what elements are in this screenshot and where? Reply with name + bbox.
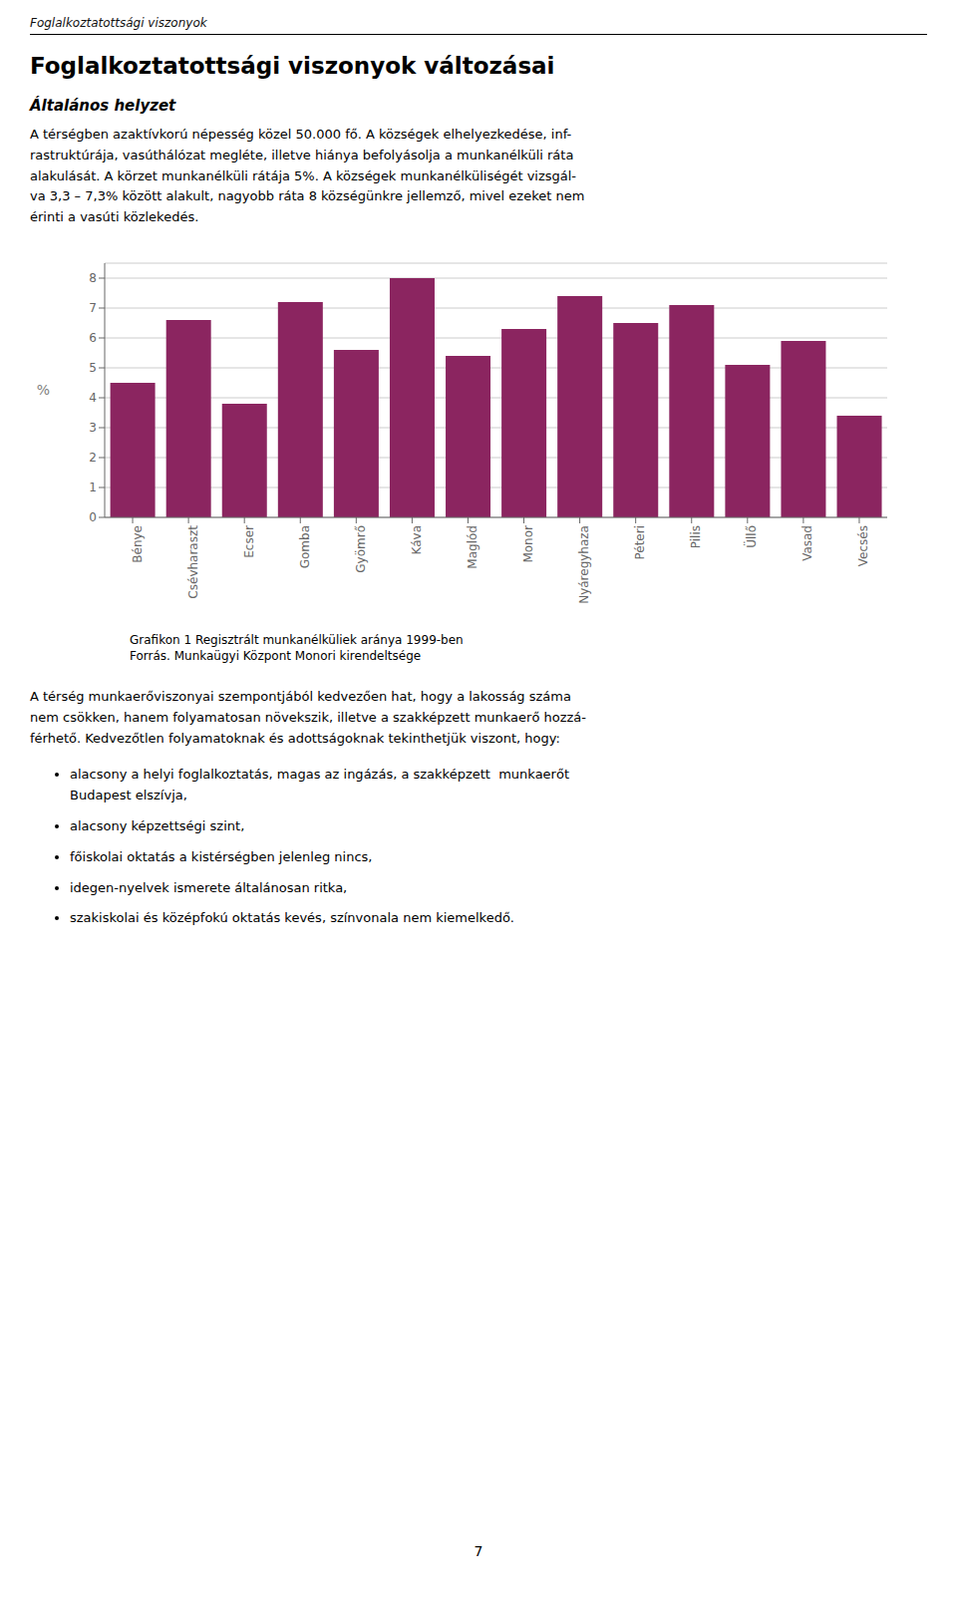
html-text:alacsony a helyi foglalkoztatá: alacsony a helyi foglalkoztatás, magas a… <box>69 766 570 803</box>
svg-text:Gomba: Gomba <box>298 525 313 569</box>
svg-text:Vecsés: Vecsés <box>856 525 871 567</box>
svg-text:Ecser: Ecser <box>242 525 257 559</box>
svg-text:8: 8 <box>88 271 97 286</box>
html-text:főiskolai oktatás a kistérségb: főiskolai oktatás a kistérségben jelenle… <box>69 849 373 865</box>
html-text:Foglalkoztatottsági viszonyok: Foglalkoztatottsági viszonyok változásai <box>29 52 555 79</box>
svg-text:Maglód: Maglód <box>465 525 480 570</box>
html-text:A térségben azaktívkorú népess: A térségben azaktívkorú népesség közel 5… <box>29 126 585 225</box>
svg-text:Üllő: Üllő <box>742 525 759 549</box>
html-text:Grafikon 1 Regisztrált munkané: Grafikon 1 Regisztrált munkanélküliek ar… <box>129 633 464 647</box>
svg-text:Gyömrő: Gyömrő <box>353 525 368 574</box>
svg-text:0: 0 <box>88 510 97 525</box>
html-text:7: 7 <box>474 1543 483 1560</box>
html-text:A térség munkaerőviszonyai sze: A térség munkaerőviszonyai szempontjából… <box>29 688 587 746</box>
svg-text:Monor: Monor <box>521 525 536 564</box>
html-text:Forrás. Munkaügyi Központ Mono: Forrás. Munkaügyi Központ Monori kirende… <box>129 648 421 663</box>
svg-text:3: 3 <box>88 420 97 435</box>
svg-text:2: 2 <box>88 450 97 465</box>
svg-text:Pilis: Pilis <box>688 525 703 549</box>
html-text:szakiskolai és középfokú oktat: szakiskolai és középfokú oktatás kevés, … <box>69 910 515 926</box>
svg-text:Káva: Káva <box>409 525 424 555</box>
svg-text:4: 4 <box>88 390 97 405</box>
svg-text:%: % <box>36 381 50 398</box>
svg-text:Nyáregyhaza: Nyáregyhaza <box>577 525 592 605</box>
svg-text:5: 5 <box>88 360 97 375</box>
svg-text:Csévharaszt: Csévharaszt <box>186 525 201 600</box>
svg-text:Vasad: Vasad <box>800 525 815 562</box>
svg-text:Bénye: Bénye <box>130 525 145 564</box>
svg-text:Péteri: Péteri <box>633 525 647 561</box>
html-text:idegen-nyelvek ismerete általá: idegen-nyelvek ismerete általánosan ritk… <box>69 879 348 895</box>
svg-text:7: 7 <box>88 301 97 316</box>
svg-text:1: 1 <box>88 480 97 495</box>
svg-text:6: 6 <box>88 330 97 345</box>
html-text:alacsony képzettségi szint,: alacsony képzettségi szint, <box>69 818 245 834</box>
html-text:Általános helyzet: Általános helyzet <box>29 96 176 115</box>
html-text:Foglalkoztatottsági viszonyok: Foglalkoztatottsági viszonyok <box>29 15 208 30</box>
